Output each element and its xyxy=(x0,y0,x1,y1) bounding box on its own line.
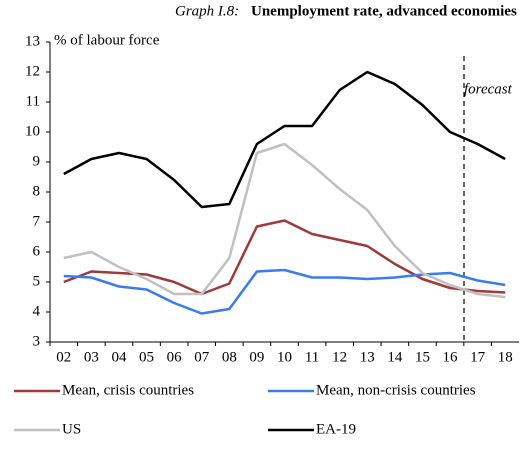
x-tick-label: 17 xyxy=(470,349,486,365)
y-tick-label: 8 xyxy=(33,183,41,199)
chart-title: Unemployment rate, advanced economies xyxy=(251,3,517,19)
y-tick-label: 6 xyxy=(33,243,41,259)
legend-label: EA-19 xyxy=(316,421,356,437)
legend-label: US xyxy=(62,421,81,437)
x-tick-label: 04 xyxy=(111,349,127,365)
y-tick-label: 11 xyxy=(26,93,40,109)
y-axis-label: % of labour force xyxy=(54,32,160,48)
forecast-annotation: forecast xyxy=(464,81,513,97)
y-tick-label: 7 xyxy=(33,213,41,229)
x-tick-label: 07 xyxy=(194,349,210,365)
x-tick-label: 13 xyxy=(360,349,375,365)
series-line xyxy=(63,219,506,296)
x-tick-label: 08 xyxy=(222,349,237,365)
series-line xyxy=(63,70,506,209)
legend-label: Mean, crisis countries xyxy=(62,382,194,398)
series-line xyxy=(63,142,506,299)
y-tick-label: 9 xyxy=(33,153,41,169)
y-tick-label: 12 xyxy=(25,63,40,79)
y-tick-label: 13 xyxy=(25,33,40,49)
x-tick-label: 09 xyxy=(249,349,264,365)
x-tick-label: 18 xyxy=(498,349,513,365)
x-tick-label: 10 xyxy=(277,349,292,365)
x-tick-label: 15 xyxy=(415,349,430,365)
y-tick-label: 4 xyxy=(33,303,41,319)
y-tick-label: 3 xyxy=(33,333,41,349)
series-line xyxy=(63,268,506,315)
chart-title-label: Graph I.8: xyxy=(175,3,239,19)
y-tick-label: 5 xyxy=(33,273,41,289)
x-tick-label: 12 xyxy=(332,349,347,365)
x-tick-label: 02 xyxy=(56,349,71,365)
x-tick-label: 11 xyxy=(305,349,319,365)
legend-label: Mean, non-crisis countries xyxy=(316,382,476,398)
x-tick-label: 14 xyxy=(387,349,403,365)
y-tick-label: 10 xyxy=(25,123,40,139)
x-tick-label: 05 xyxy=(139,349,154,365)
x-tick-label: 06 xyxy=(167,349,183,365)
x-tick-label: 03 xyxy=(84,349,99,365)
x-tick-label: 16 xyxy=(443,349,459,365)
